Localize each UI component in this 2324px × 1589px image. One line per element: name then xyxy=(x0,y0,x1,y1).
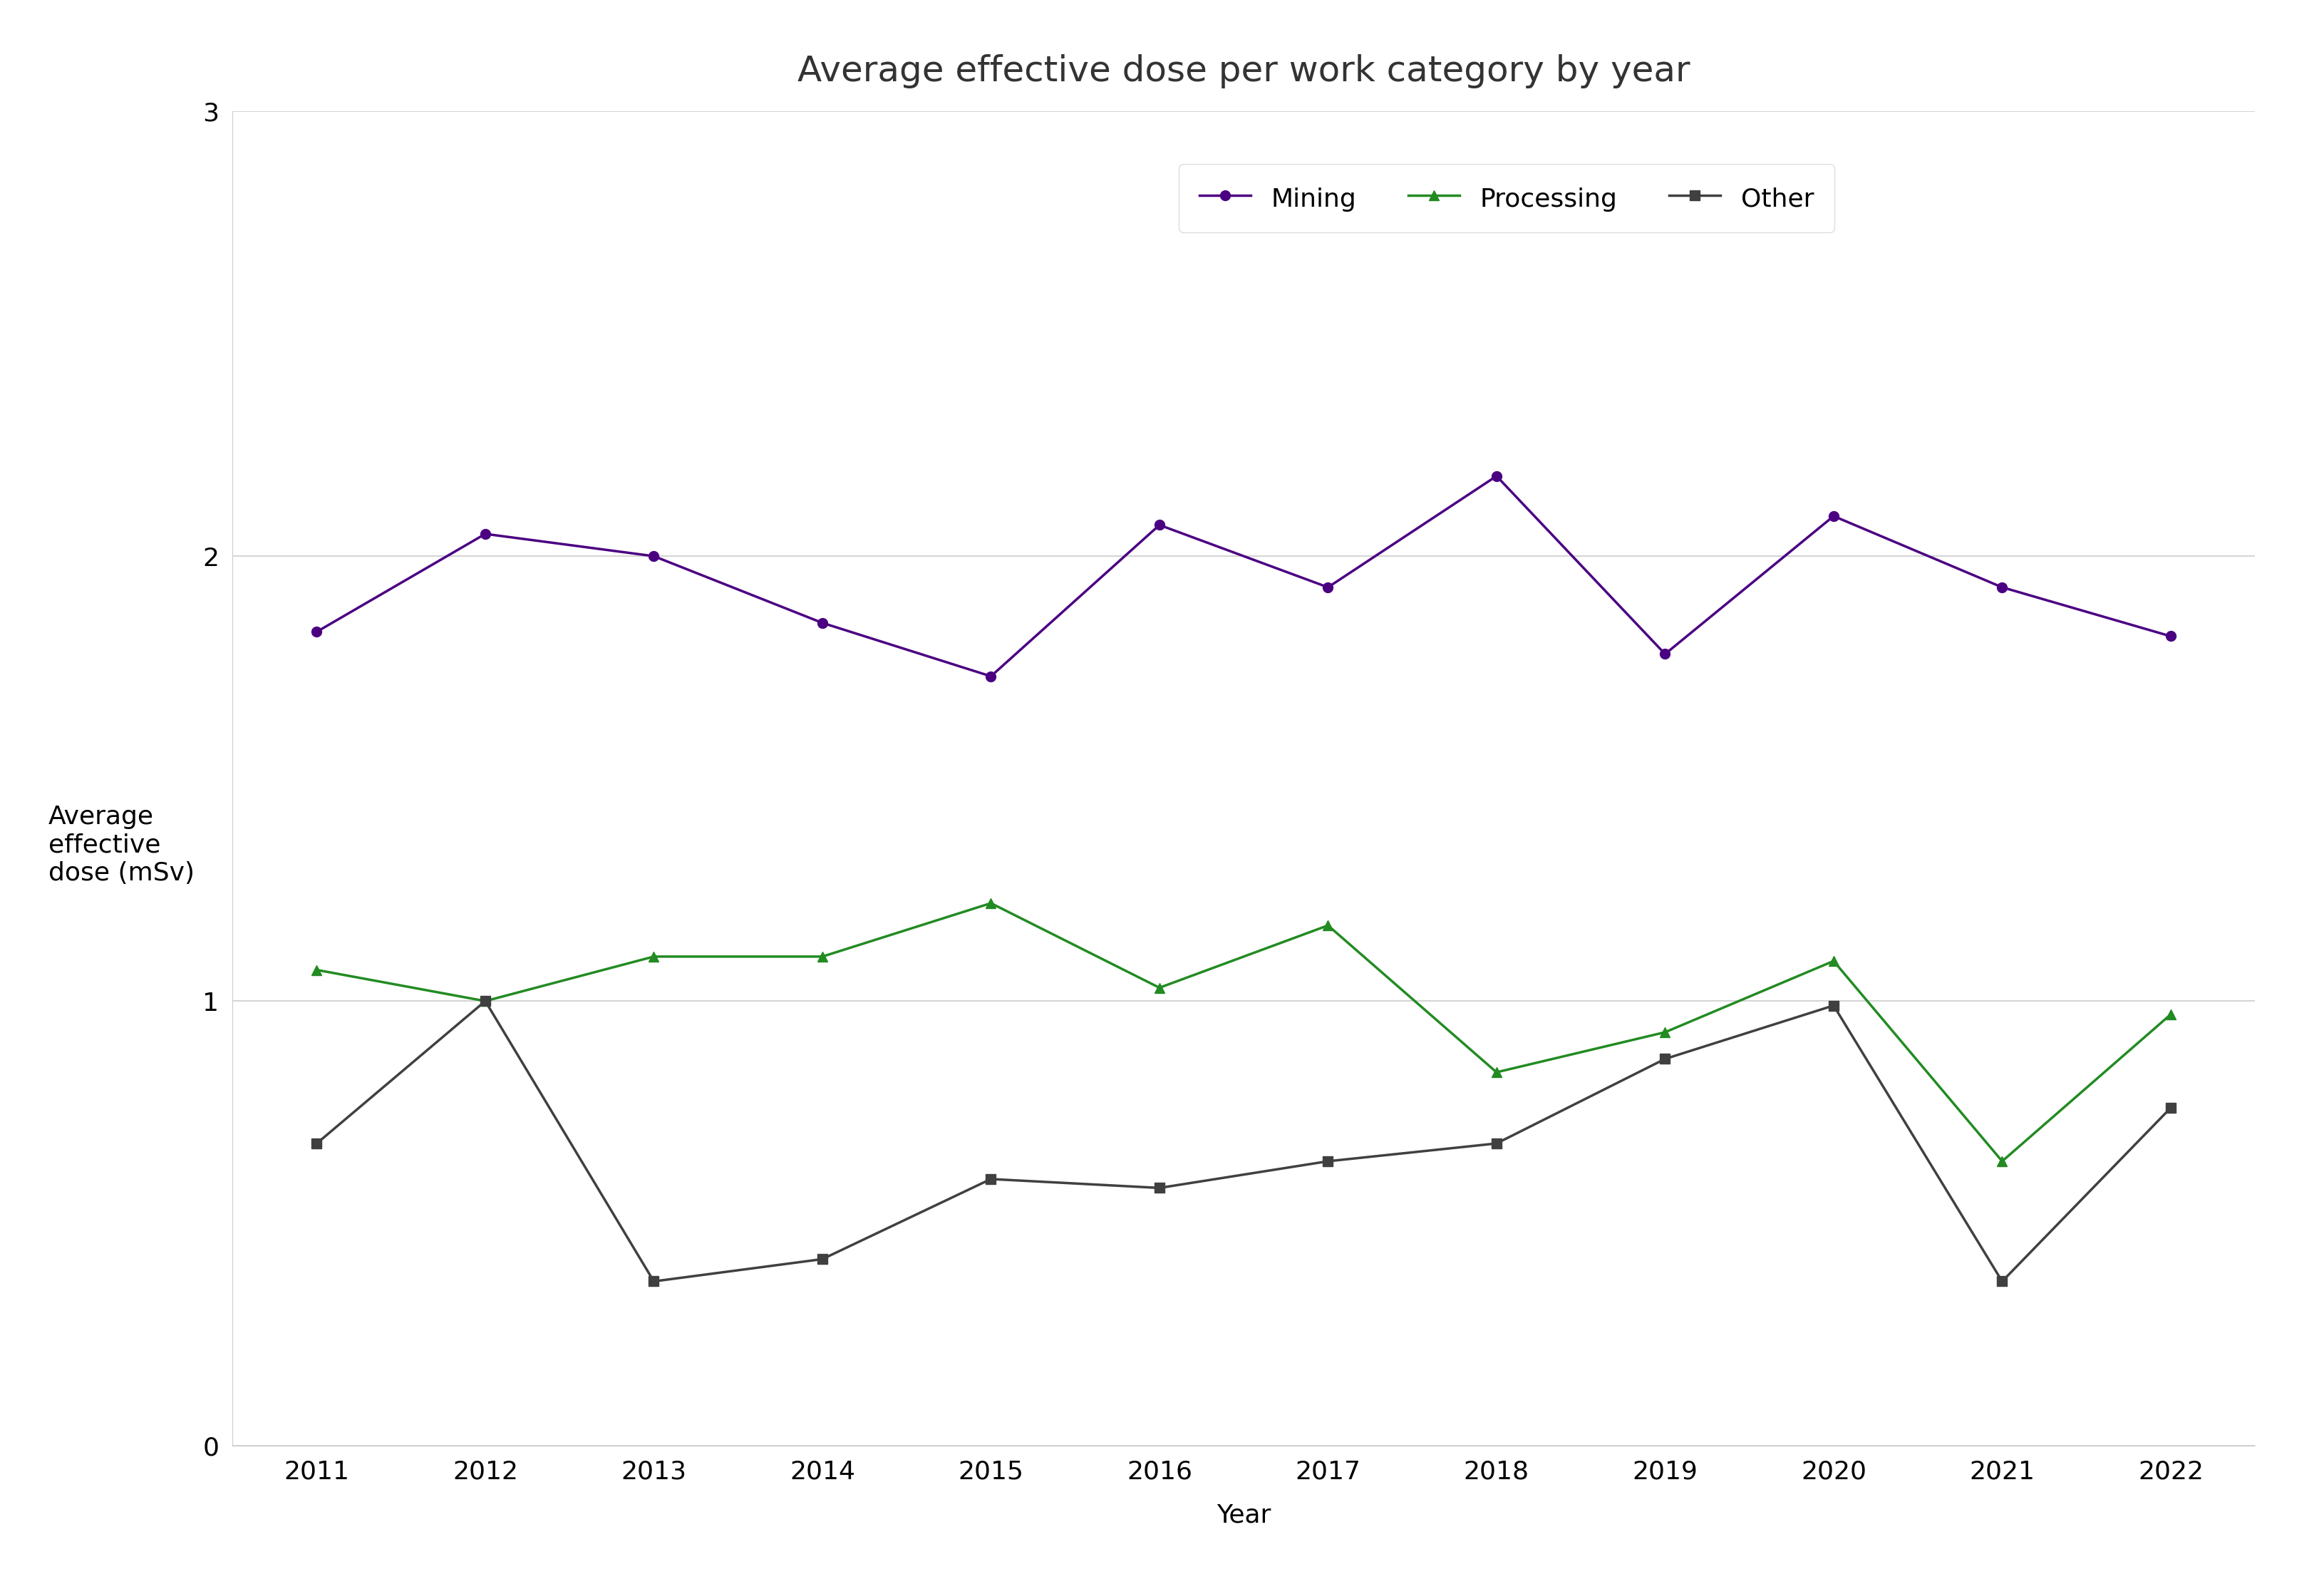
Processing xyxy=(2157,1004,2185,1023)
Mining xyxy=(639,547,667,566)
Mining xyxy=(302,623,330,642)
Processing xyxy=(1650,1023,1678,1042)
Title: Average effective dose per work category by year: Average effective dose per work category… xyxy=(797,54,1690,89)
Mining xyxy=(1650,645,1678,664)
Mining xyxy=(1313,578,1341,597)
Line: Processing: Processing xyxy=(311,898,2175,1166)
Mining xyxy=(1483,467,1511,486)
Processing xyxy=(302,960,330,979)
Other xyxy=(1820,996,1848,1015)
Processing xyxy=(976,893,1004,912)
Other xyxy=(302,1135,330,1154)
Mining xyxy=(1820,507,1848,526)
Other xyxy=(639,1271,667,1290)
Other xyxy=(1146,1179,1174,1198)
Mining xyxy=(809,613,837,632)
Other xyxy=(1650,1049,1678,1068)
Processing xyxy=(1987,1152,2015,1171)
Other xyxy=(1483,1135,1511,1154)
Processing xyxy=(1146,979,1174,998)
Mining xyxy=(1146,515,1174,534)
Other xyxy=(472,992,500,1011)
Processing xyxy=(472,992,500,1011)
Y-axis label: Average
effective
dose (mSv): Average effective dose (mSv) xyxy=(49,806,195,885)
Mining xyxy=(976,667,1004,686)
Processing xyxy=(1313,915,1341,934)
Mining xyxy=(472,524,500,543)
Line: Other: Other xyxy=(311,996,2175,1287)
Other xyxy=(976,1170,1004,1189)
Other xyxy=(809,1249,837,1268)
X-axis label: Year: Year xyxy=(1215,1503,1271,1527)
Mining xyxy=(1987,578,2015,597)
Processing xyxy=(1820,952,1848,971)
Line: Mining: Mining xyxy=(311,470,2175,682)
Other xyxy=(1313,1152,1341,1171)
Processing xyxy=(1483,1063,1511,1082)
Other xyxy=(1987,1271,2015,1290)
Processing xyxy=(639,947,667,966)
Processing xyxy=(809,947,837,966)
Other xyxy=(2157,1098,2185,1117)
Mining xyxy=(2157,626,2185,645)
Legend: Mining, Processing, Other: Mining, Processing, Other xyxy=(1178,164,1834,232)
